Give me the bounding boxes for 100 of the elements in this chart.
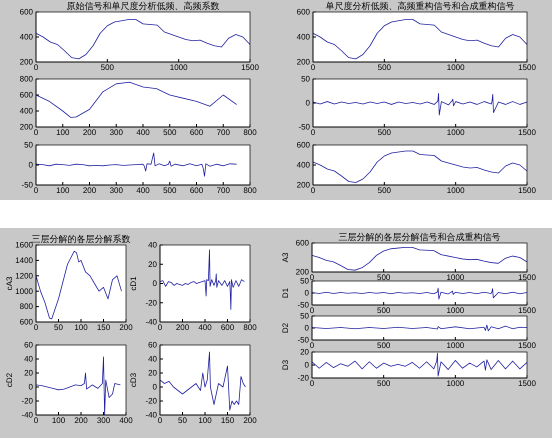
chart-title: 三层分解的各层分解系数: [32, 234, 130, 245]
x-tick-label: 1000: [446, 378, 465, 388]
y-tick-label: 1600: [15, 240, 34, 250]
y-tick-label: 0: [304, 288, 310, 298]
y-tick-label: -20: [145, 298, 158, 308]
y-tick-label: 1200: [15, 271, 34, 280]
x-tick-label: 500: [100, 62, 115, 72]
x-tick-label: 200: [119, 322, 134, 332]
y-tick-label: 400: [20, 106, 34, 116]
x-tick-label: 400: [136, 186, 150, 195]
x-tick-label: 1500: [241, 62, 260, 72]
x-tick-label: 200: [74, 416, 88, 425]
x-tick-label: 700: [216, 128, 230, 137]
x-tick-label: 1500: [518, 272, 536, 282]
x-tick-label: 400: [119, 416, 134, 425]
x-tick-label: 300: [110, 186, 124, 195]
y-tick-label: -20: [145, 396, 158, 406]
line-series: [312, 288, 528, 300]
x-tick-label: 600: [220, 322, 235, 332]
y-tick-label: 400: [296, 160, 311, 170]
y-tick-label: 1400: [15, 256, 34, 265]
line-series: [36, 19, 250, 60]
y-tick-label: -40: [145, 318, 158, 327]
x-tick-label: 1500: [518, 186, 536, 195]
x-tick-label: 500: [376, 306, 391, 315]
line-series: [160, 352, 246, 410]
x-tick-label: 400: [136, 128, 150, 137]
y-tick-label: 40: [148, 354, 158, 364]
x-tick-label: 1000: [446, 128, 466, 137]
y-axis-title: cD1: [129, 276, 138, 291]
y-tick-label: 40: [148, 240, 158, 250]
line-series: [36, 82, 238, 118]
y-axis-title: D3: [281, 359, 290, 370]
x-tick-label: 500: [376, 378, 391, 388]
x-tick-label: 1000: [446, 306, 465, 315]
x-tick-label: 500: [163, 128, 177, 137]
y-tick-label: 600: [296, 238, 310, 248]
x-tick-label: 800: [243, 128, 258, 137]
line-series: [36, 152, 238, 177]
line-series: [312, 93, 528, 116]
y-tick-label: -20: [21, 396, 34, 406]
y-axis-title: cD2: [5, 372, 14, 388]
y-axis-title: cA3: [5, 276, 14, 290]
x-tick-label: 600: [190, 186, 204, 195]
y-tick-label: 0: [152, 279, 158, 288]
y-tick-label: -50: [297, 300, 310, 310]
x-tick-label: 100: [198, 416, 212, 425]
x-tick-label: 700: [216, 186, 230, 195]
x-tick-label: 800: [243, 322, 258, 332]
y-tick-label: -50: [297, 336, 310, 345]
x-tick-label: 800: [243, 186, 258, 195]
x-tick-label: 50: [178, 416, 188, 425]
y-tick-label: 400: [20, 32, 34, 42]
y-tick-label: 60: [148, 340, 158, 350]
y-axis-title: cD3: [129, 372, 138, 388]
y-tick-label: 40: [24, 354, 34, 364]
y-tick-label: 20: [24, 368, 34, 378]
y-tick-label: -20: [297, 374, 310, 383]
x-tick-label: 50: [54, 322, 64, 332]
x-tick-label: 1500: [518, 378, 536, 388]
y-axis-title: D1: [281, 287, 290, 298]
y-tick-label: 600: [296, 8, 311, 17]
x-tick-label: 400: [198, 322, 212, 332]
y-tick-label: 0: [304, 360, 310, 370]
x-tick-label: 300: [96, 416, 111, 425]
x-tick-label: 1000: [446, 62, 466, 72]
line-series: [312, 352, 528, 376]
y-axis-title: D2: [281, 322, 290, 334]
line-series: [312, 19, 528, 60]
x-tick-label: 150: [220, 416, 235, 425]
line-series: [36, 356, 121, 416]
y-tick-label: 50: [301, 74, 311, 84]
x-tick-label: 100: [52, 416, 66, 425]
x-tick-label: 100: [56, 186, 70, 195]
x-tick-label: 1500: [518, 306, 536, 315]
y-tick-label: 20: [148, 260, 158, 269]
x-tick-label: 100: [56, 128, 70, 137]
y-tick-label: 20: [148, 368, 158, 378]
x-tick-label: 100: [74, 322, 88, 332]
chart-title: 单尺度分析低频、高频重构信号和合成重构信号: [326, 1, 514, 12]
y-tick-label: 600: [20, 8, 34, 17]
chart-title: 原始信号和单尺度分析低频、高频系数: [66, 1, 220, 12]
y-tick-label: -40: [145, 410, 158, 420]
y-tick-label: 50: [300, 312, 310, 321]
x-tick-label: 200: [176, 322, 190, 332]
x-tick-label: 1500: [518, 340, 536, 350]
line-series: [160, 249, 245, 310]
x-tick-label: 1000: [446, 186, 466, 195]
line-series: [36, 250, 122, 320]
line-series: [312, 150, 528, 183]
y-tick-label: -50: [298, 122, 311, 132]
x-tick-label: 1000: [446, 272, 465, 282]
y-tick-label: 1000: [15, 286, 34, 296]
x-tick-label: 500: [378, 128, 392, 137]
x-tick-label: 500: [376, 340, 391, 350]
x-tick-label: 1500: [518, 128, 536, 137]
y-tick-label: 0: [306, 98, 311, 108]
y-axis-title: A3: [281, 252, 290, 262]
y-tick-label: 50: [24, 140, 34, 150]
x-tick-label: 150: [96, 322, 111, 332]
